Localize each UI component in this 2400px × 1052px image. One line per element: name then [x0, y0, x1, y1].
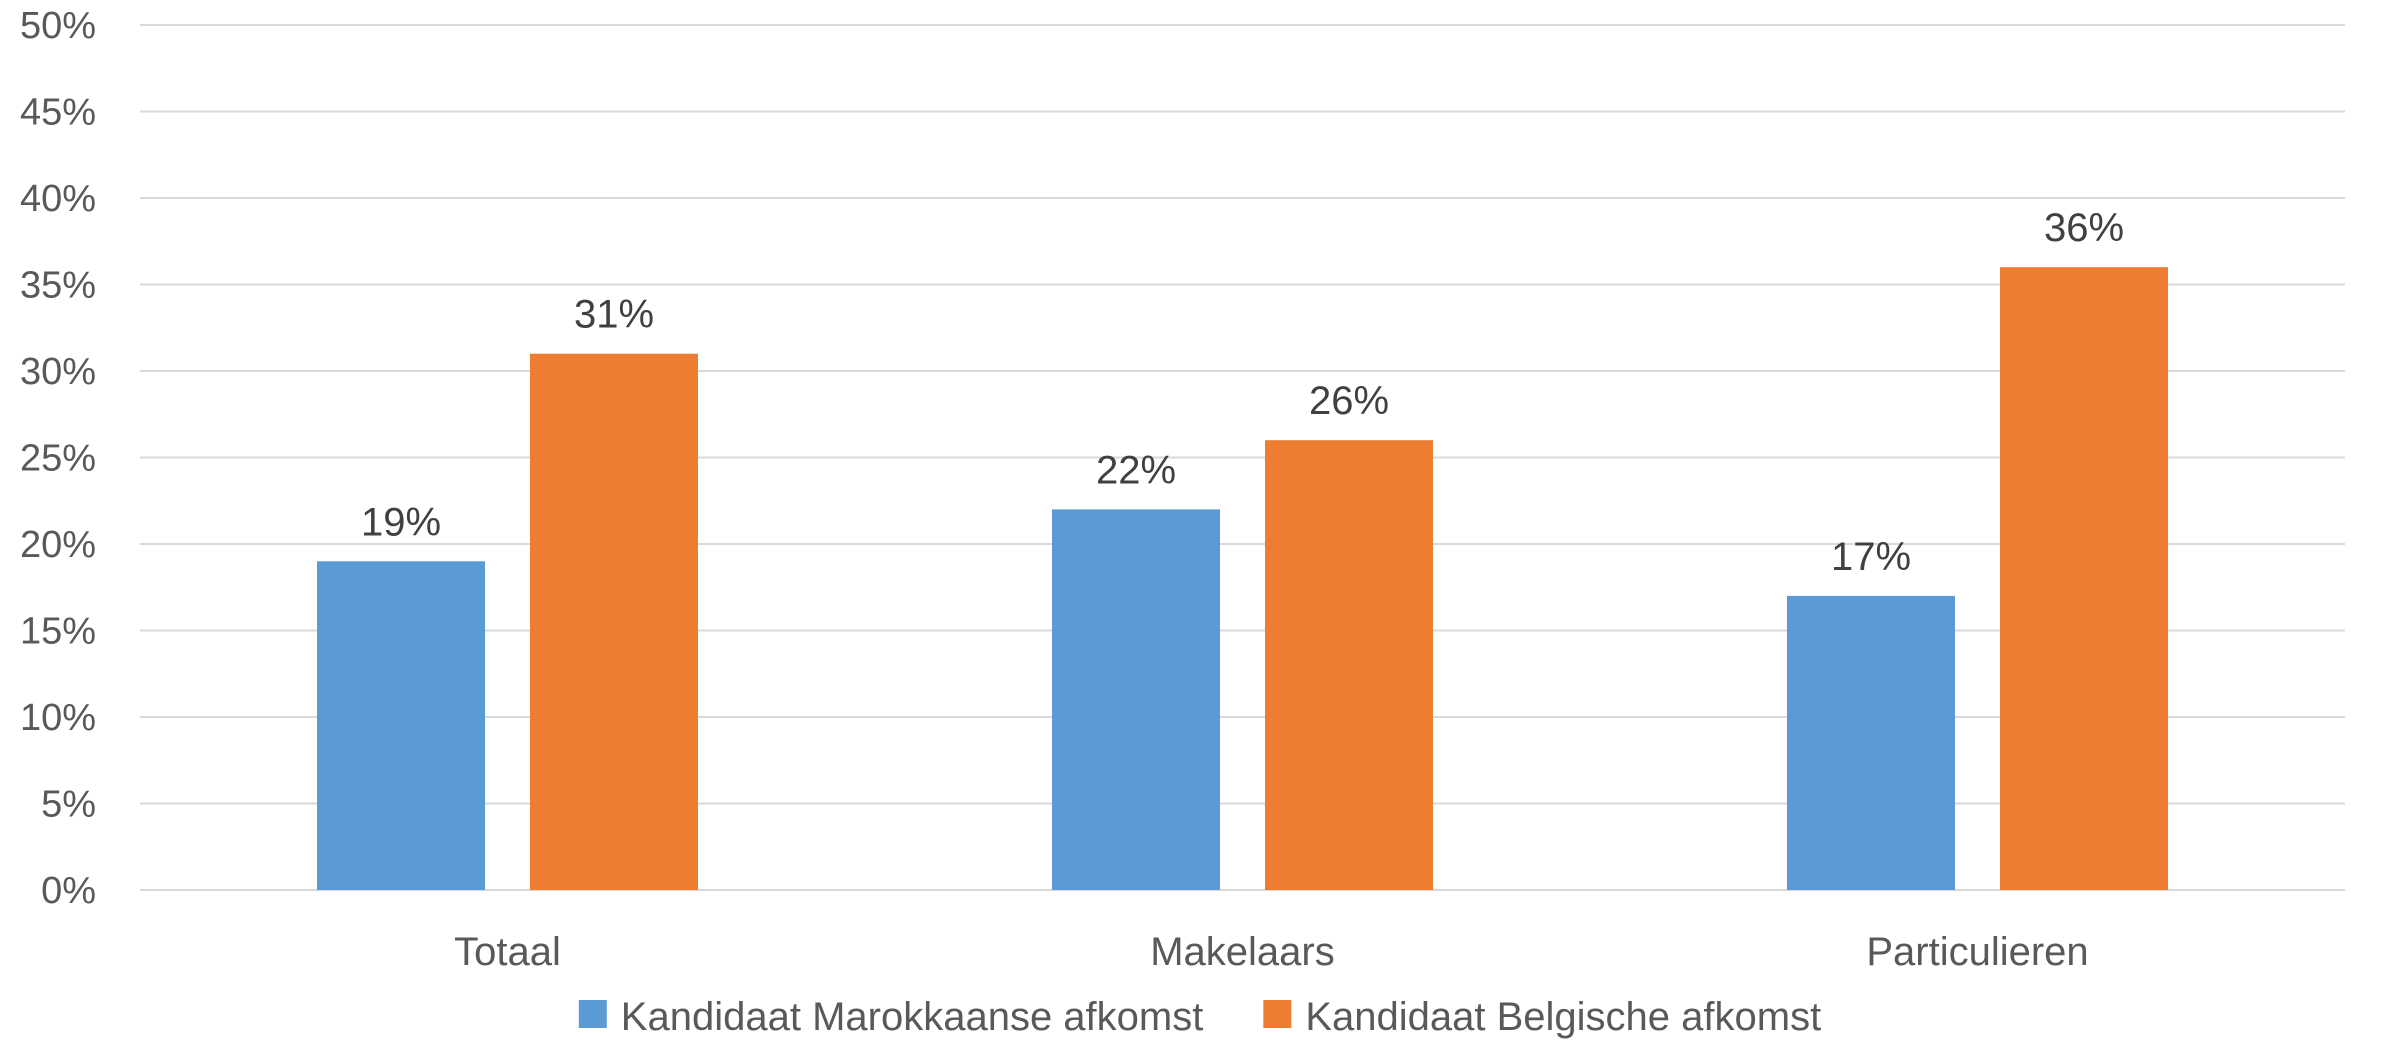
x-tick-label: Particulieren: [1866, 930, 2088, 974]
data-label: 19%: [361, 500, 441, 544]
bars: [317, 267, 2168, 890]
y-tick-label: 45%: [20, 92, 96, 134]
data-label: 31%: [574, 293, 654, 337]
bar: [530, 353, 698, 890]
y-tick-label: 5%: [41, 784, 96, 826]
legend-swatch: [578, 1000, 607, 1028]
y-tick-label: 10%: [20, 697, 96, 739]
x-tick-label: Totaal: [454, 930, 561, 974]
legend: Kandidaat Marokkaanse afkomst Kandidaat B…: [578, 995, 1821, 1039]
y-tick-label: 40%: [20, 178, 96, 220]
y-tick-label: 50%: [20, 5, 96, 47]
y-axis-ticks: 0% 5% 10% 15% 20% 25% 30% 35% 40% 45% 50%: [20, 5, 96, 912]
y-tick-label: 20%: [20, 524, 96, 566]
y-tick-label: 35%: [20, 265, 96, 307]
legend-item: Kandidaat Belgische afkomst: [1263, 995, 1821, 1039]
x-tick-label: Makelaars: [1150, 930, 1335, 974]
bar: [1787, 595, 1955, 890]
legend-label: Kandidaat Marokkaanse afkomst: [621, 995, 1204, 1039]
y-tick-label: 25%: [20, 438, 96, 480]
gridlines: [140, 24, 2345, 891]
legend-label: Kandidaat Belgische afkomst: [1305, 995, 1821, 1039]
legend-swatch: [1263, 1000, 1292, 1028]
data-label: 22%: [1096, 448, 1176, 492]
bar: [1265, 440, 1433, 890]
y-tick-label: 0%: [41, 870, 96, 912]
legend-item: Kandidaat Marokkaanse afkomst: [578, 995, 1204, 1039]
bar: [1052, 509, 1220, 890]
data-label: 36%: [2044, 206, 2124, 250]
bar: [317, 561, 485, 890]
data-label: 26%: [1309, 379, 1389, 423]
y-tick-label: 15%: [20, 611, 96, 653]
bar: [2000, 267, 2168, 890]
data-label: 17%: [1831, 535, 1911, 579]
data-labels: 19% 31% 22% 26% 17% 36%: [361, 206, 2124, 579]
y-tick-label: 30%: [20, 351, 96, 393]
x-axis-labels: Totaal Makelaars Particulieren: [454, 930, 2089, 974]
